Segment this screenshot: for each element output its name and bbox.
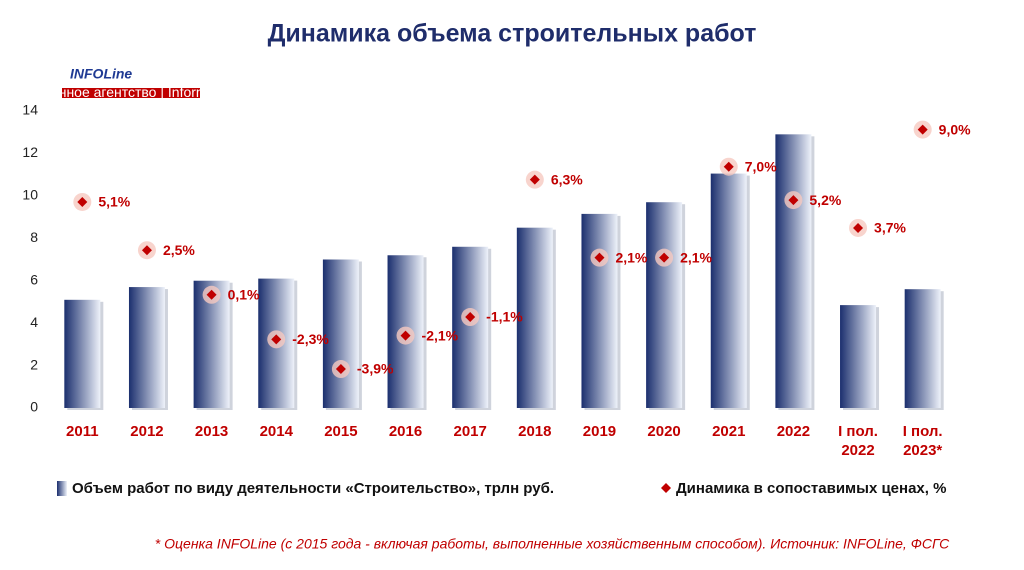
marker <box>77 196 88 207</box>
bar <box>710 173 747 408</box>
value-label: -1,1% <box>486 309 523 325</box>
x-tick-label: 2020 <box>647 423 680 440</box>
bar <box>840 305 877 408</box>
y-tick-label: 12 <box>22 144 38 160</box>
marker <box>594 252 605 263</box>
marker <box>141 245 152 256</box>
bar <box>646 202 683 408</box>
logo-caption: информационное агентство | Information a… <box>0 84 287 100</box>
value-label: 7,0% <box>745 158 777 174</box>
marker <box>335 364 346 375</box>
x-tick-label: 2016 <box>389 423 422 440</box>
x-tick-label: 2012 <box>130 423 163 440</box>
value-label: -2,1% <box>422 327 459 343</box>
bar <box>775 134 812 409</box>
marker <box>529 174 540 185</box>
bar <box>322 259 359 408</box>
value-label: 3,7% <box>874 220 906 236</box>
marker <box>723 161 734 172</box>
bar <box>904 289 941 408</box>
value-label: 5,2% <box>809 192 841 208</box>
value-label: 2,1% <box>680 249 712 265</box>
x-tick-label: I пол. 2022 <box>838 423 878 459</box>
marker <box>659 252 670 263</box>
marker <box>788 195 799 206</box>
legend-label: Динамика в сопоставимых ценах, % <box>676 480 946 497</box>
marker <box>271 334 282 345</box>
y-tick-label: 10 <box>22 187 38 203</box>
legend-swatch <box>661 483 671 493</box>
bar <box>516 227 553 408</box>
footnote: * Оценка INFOLine (с 2015 года - включая… <box>155 536 950 552</box>
legend-swatch <box>57 481 67 496</box>
x-tick-label: 2018 <box>518 423 551 440</box>
y-tick-label: 6 <box>30 271 38 287</box>
value-label: 5,1% <box>98 194 130 210</box>
x-tick-label: 2019 <box>583 423 616 440</box>
marker <box>917 124 928 135</box>
legend-label: Объем работ по виду деятельности «Строит… <box>72 480 554 497</box>
logo: INFOLine информационное агентство | Info… <box>0 66 287 101</box>
value-label: -2,3% <box>292 331 329 347</box>
x-tick-label: 2015 <box>324 423 357 440</box>
x-tick-label: 2017 <box>453 423 486 440</box>
bar <box>64 299 101 408</box>
bar <box>128 287 165 408</box>
marker <box>853 222 864 233</box>
marker <box>400 330 411 341</box>
value-label: 9,0% <box>939 121 971 137</box>
x-tick-label: I пол. 2023* <box>903 423 943 459</box>
logo-text: INFOLine <box>70 66 132 82</box>
bar <box>452 246 489 408</box>
value-label: -3,9% <box>357 361 394 377</box>
y-tick-label: 0 <box>30 399 38 415</box>
value-label: 2,5% <box>163 242 195 258</box>
x-tick-label: 2011 <box>66 423 99 440</box>
y-tick-label: 8 <box>30 229 38 245</box>
y-tick-label: 14 <box>22 102 38 118</box>
y-tick-label: 4 <box>30 314 38 330</box>
logo-bar <box>62 88 200 98</box>
x-tick-label: 2014 <box>260 423 294 440</box>
chart-title: Динамика объема строительных работ <box>268 20 757 48</box>
y-tick-label: 2 <box>30 356 38 372</box>
value-label: 2,1% <box>615 249 647 265</box>
value-label: 0,1% <box>228 286 260 302</box>
x-tick-label: 2013 <box>195 423 228 440</box>
value-label: 6,3% <box>551 171 583 187</box>
marker <box>465 312 476 323</box>
x-tick-label: 2021 <box>712 423 745 440</box>
marker <box>206 289 217 300</box>
bar <box>581 213 618 408</box>
x-tick-label: 2022 <box>777 423 810 440</box>
